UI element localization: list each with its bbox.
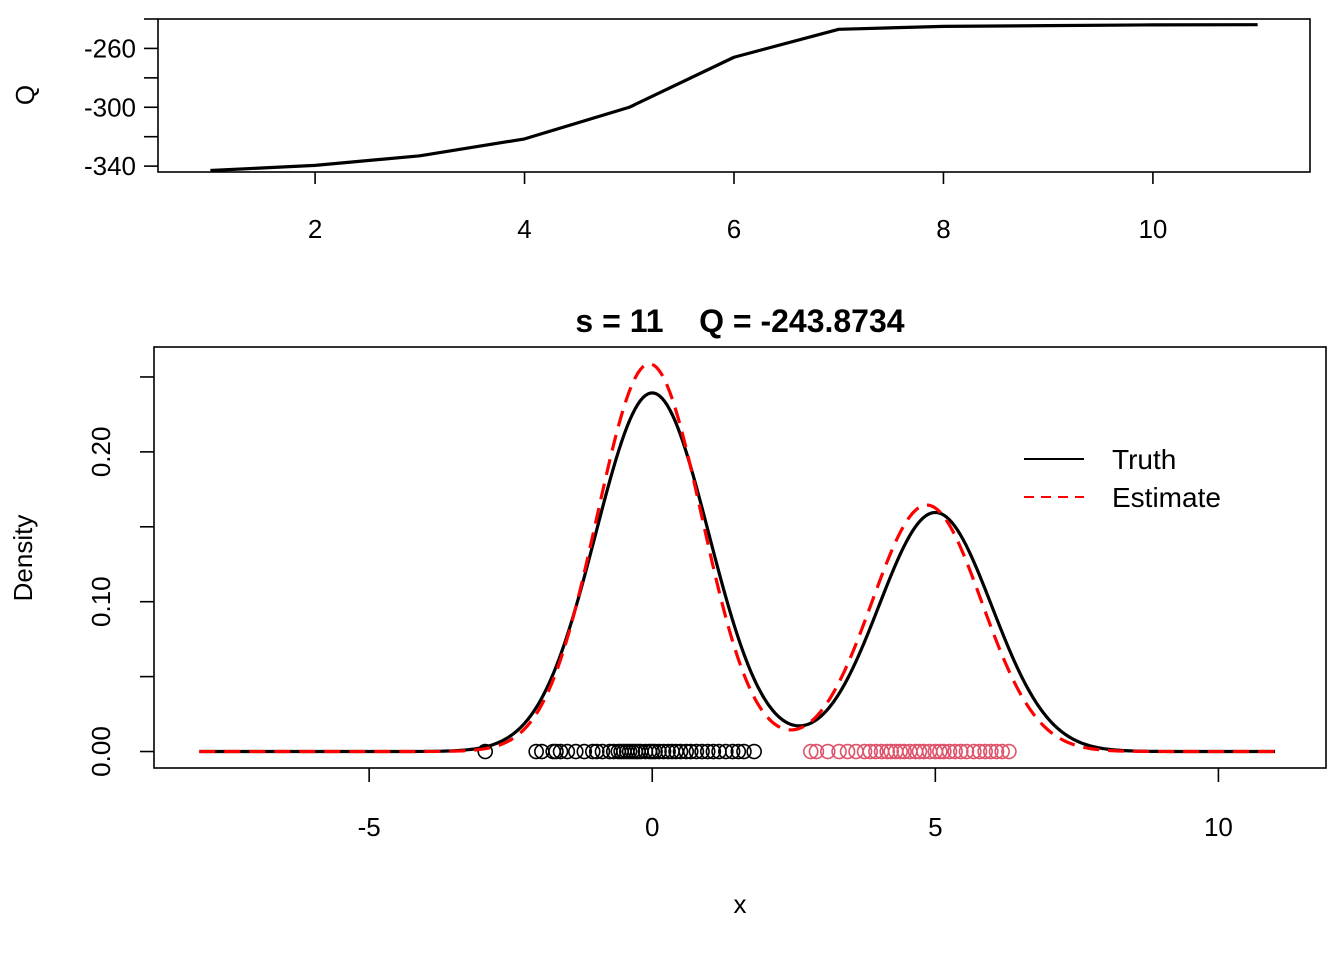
density-chart: s = 11 Q = -243.8734 -5 0 5 10 0.00 0.10 0.20…	[8, 303, 1327, 919]
sample-point	[699, 743, 716, 760]
density-x-tick-label: -5	[358, 812, 381, 842]
sample-point	[528, 743, 544, 760]
sample-point	[660, 743, 676, 760]
q-x-tick-label: 10	[1138, 214, 1167, 244]
sample-point	[936, 743, 952, 760]
density-x-axis: -5 0 5 10	[358, 768, 1233, 842]
density-x-tick-label: 10	[1204, 812, 1233, 842]
q-x-axis: 2 4 6 8 10	[308, 172, 1167, 244]
sample-point	[746, 743, 762, 760]
sample-point	[802, 743, 819, 760]
sample-point	[966, 743, 982, 760]
sample-point	[848, 743, 864, 760]
sample-point	[688, 743, 705, 760]
sample-point	[694, 743, 710, 760]
sample-point	[588, 743, 605, 760]
sample-point	[1001, 743, 1017, 760]
sample-point	[958, 743, 975, 760]
q-trace-chart: 2 4 6 8 10 -260 -300 -340 Q	[10, 18, 1311, 244]
sample-point	[678, 743, 695, 760]
sample-point	[605, 743, 622, 760]
sample-point	[647, 743, 663, 760]
density-series-lines	[199, 362, 1276, 754]
q-y-axis-title: Q	[10, 85, 40, 105]
sample-point	[932, 743, 948, 760]
density-chart-title: s = 11 Q = -243.8734	[575, 303, 904, 339]
sample-point	[568, 743, 584, 760]
sample-point	[730, 743, 747, 760]
density-line-estimate	[199, 362, 1276, 754]
sample-point	[971, 743, 988, 760]
sample-points	[477, 743, 1017, 760]
sample-point	[705, 743, 722, 760]
q-series-line	[210, 23, 1258, 173]
sample-point	[856, 743, 873, 760]
sample-point	[831, 743, 847, 760]
q-y-tick-label: -300	[84, 92, 136, 122]
q-x-tick-label: 4	[517, 214, 531, 244]
sample-point	[879, 743, 896, 760]
sample-point	[819, 743, 836, 760]
sample-point	[947, 743, 963, 760]
sample-point	[892, 743, 909, 760]
density-plot-frame	[153, 346, 1327, 769]
q-y-axis: -260 -300 -340	[84, 18, 158, 181]
sample-point	[916, 743, 932, 760]
sample-point	[477, 743, 494, 760]
sample-point	[672, 743, 689, 760]
q-series-lines	[210, 23, 1258, 173]
sample-point	[808, 743, 825, 760]
q-plot-frame	[157, 18, 1311, 173]
sample-point	[682, 743, 699, 760]
sample-point	[977, 743, 993, 760]
density-y-tick-label: 0.00	[86, 726, 116, 777]
sample-point	[576, 743, 593, 760]
legend-label-estimate: Estimate	[1112, 482, 1221, 513]
sample-point	[655, 743, 672, 760]
sample-point	[983, 743, 999, 760]
sample-point	[988, 743, 1005, 760]
density-y-tick-label: 0.10	[86, 576, 116, 627]
sample-point	[994, 743, 1010, 760]
sample-point	[862, 743, 879, 760]
q-y-tick-label: -260	[84, 33, 136, 63]
sample-point	[911, 743, 928, 760]
sample-point	[584, 743, 601, 760]
sample-point	[594, 743, 611, 760]
density-x-tick-label: 5	[928, 812, 942, 842]
sample-point	[896, 743, 912, 760]
sample-point	[839, 743, 856, 760]
density-x-tick-label: 0	[645, 812, 659, 842]
sample-point	[941, 743, 958, 760]
sample-point	[651, 743, 667, 760]
sample-point	[552, 743, 569, 760]
density-y-axis-title: Density	[8, 515, 38, 602]
density-y-axis: 0.00 0.10 0.20	[86, 376, 154, 777]
q-x-tick-label: 8	[936, 214, 950, 244]
sample-point	[559, 743, 576, 760]
sample-point	[883, 743, 899, 760]
q-y-tick-label: -340	[84, 151, 136, 181]
q-x-tick-label: 2	[308, 214, 322, 244]
legend-label-truth: Truth	[1112, 444, 1176, 475]
sample-point	[718, 743, 734, 760]
sample-point	[724, 743, 741, 760]
density-y-tick-label: 0.20	[86, 427, 116, 478]
q-x-tick-label: 6	[727, 214, 741, 244]
sample-point	[868, 743, 884, 760]
sample-point	[953, 743, 969, 760]
legend: Truth Estimate	[1024, 444, 1221, 513]
sample-point	[736, 743, 752, 760]
density-x-axis-title: x	[734, 889, 747, 919]
sample-point	[548, 743, 564, 760]
